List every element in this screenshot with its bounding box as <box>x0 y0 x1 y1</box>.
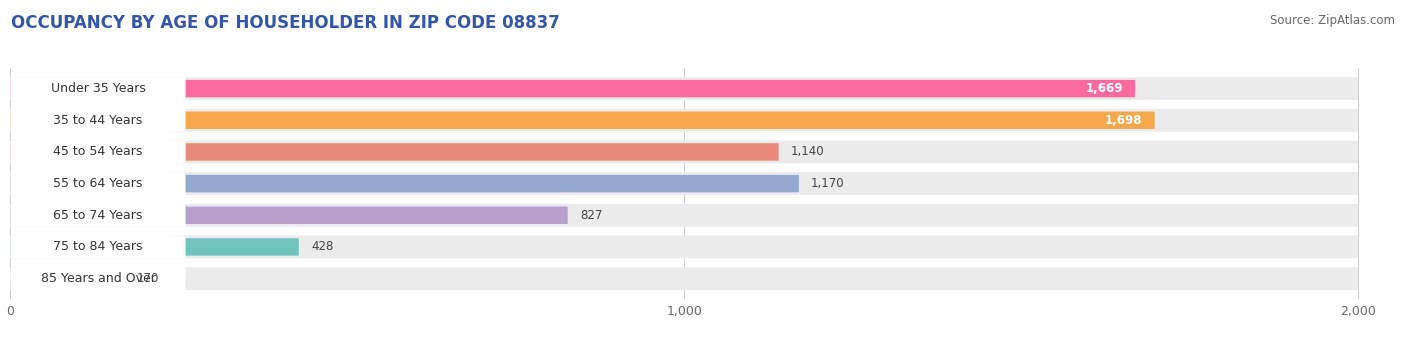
FancyBboxPatch shape <box>10 238 299 256</box>
FancyBboxPatch shape <box>10 77 1358 100</box>
Text: 45 to 54 Years: 45 to 54 Years <box>53 146 142 158</box>
FancyBboxPatch shape <box>10 140 1358 163</box>
Text: OCCUPANCY BY AGE OF HOUSEHOLDER IN ZIP CODE 08837: OCCUPANCY BY AGE OF HOUSEHOLDER IN ZIP C… <box>11 14 560 32</box>
FancyBboxPatch shape <box>10 207 568 224</box>
Text: 85 Years and Over: 85 Years and Over <box>41 272 156 285</box>
FancyBboxPatch shape <box>10 77 186 100</box>
Text: 1,669: 1,669 <box>1085 82 1123 95</box>
FancyBboxPatch shape <box>10 109 1358 132</box>
Text: 827: 827 <box>579 209 602 222</box>
Text: 55 to 64 Years: 55 to 64 Years <box>53 177 142 190</box>
FancyBboxPatch shape <box>10 175 799 192</box>
Text: 170: 170 <box>138 272 159 285</box>
FancyBboxPatch shape <box>10 236 1358 258</box>
FancyBboxPatch shape <box>10 140 186 163</box>
Text: 65 to 74 Years: 65 to 74 Years <box>53 209 142 222</box>
FancyBboxPatch shape <box>10 236 186 258</box>
Text: 75 to 84 Years: 75 to 84 Years <box>53 240 143 253</box>
FancyBboxPatch shape <box>10 109 186 132</box>
FancyBboxPatch shape <box>10 267 1358 290</box>
Text: 428: 428 <box>311 240 333 253</box>
Text: 1,698: 1,698 <box>1105 114 1143 127</box>
FancyBboxPatch shape <box>10 172 186 195</box>
FancyBboxPatch shape <box>10 143 779 160</box>
FancyBboxPatch shape <box>10 80 1135 97</box>
Text: Under 35 Years: Under 35 Years <box>51 82 145 95</box>
FancyBboxPatch shape <box>10 172 1358 195</box>
FancyBboxPatch shape <box>10 204 186 227</box>
Text: 1,140: 1,140 <box>790 146 824 158</box>
FancyBboxPatch shape <box>10 204 1358 227</box>
Text: 35 to 44 Years: 35 to 44 Years <box>53 114 142 127</box>
Text: Source: ZipAtlas.com: Source: ZipAtlas.com <box>1270 14 1395 27</box>
FancyBboxPatch shape <box>10 267 186 290</box>
FancyBboxPatch shape <box>10 270 125 287</box>
Text: 1,170: 1,170 <box>811 177 845 190</box>
FancyBboxPatch shape <box>10 112 1154 129</box>
